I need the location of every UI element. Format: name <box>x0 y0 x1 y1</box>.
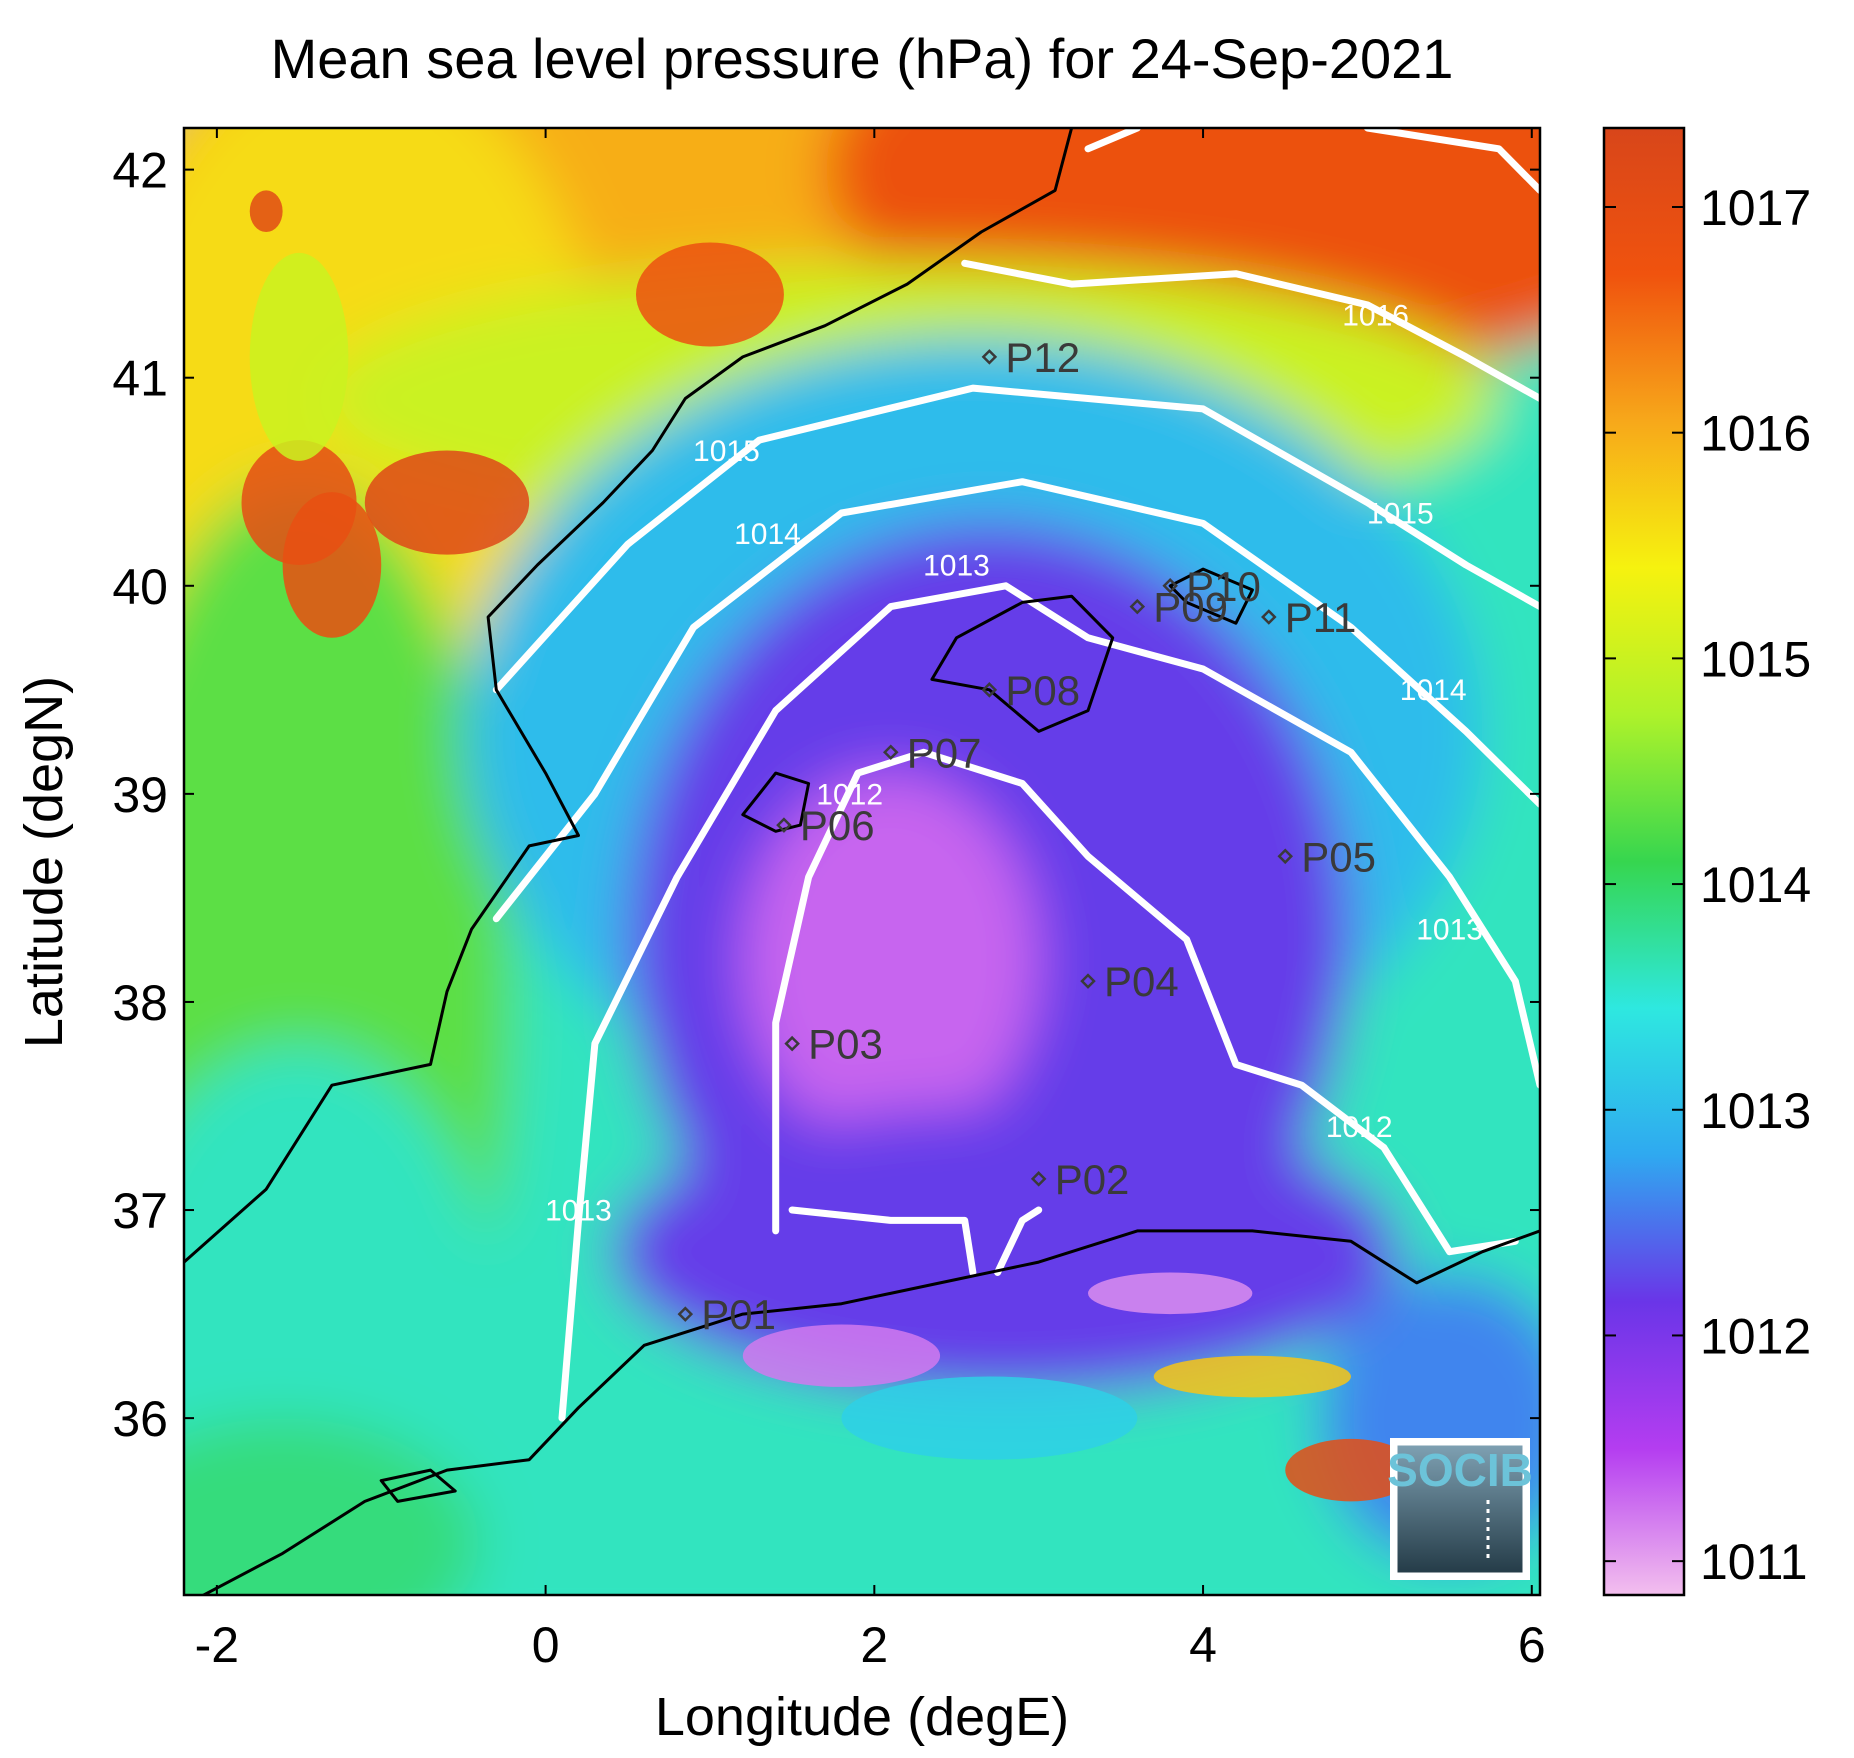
isobar-line <box>961 259 1540 402</box>
colorbar-ticks: 1011 1012 1013 1014 1015 1016 1017 <box>1604 180 1811 1590</box>
y-tick-label: 41 <box>112 351 168 407</box>
map-title: Mean sea level pressure (hPa) for 24-Sep… <box>271 27 1454 90</box>
land-terrain <box>241 190 1417 1502</box>
colorbar-tick-label: 1015 <box>1700 631 1811 687</box>
x-axis-title: Longitude (degE) <box>655 1687 1069 1747</box>
station-marker <box>981 349 998 365</box>
x-tick-label: 2 <box>860 1617 888 1673</box>
colorbar <box>1602 126 1686 1597</box>
station-label: P02 <box>1055 1156 1130 1203</box>
isobar-label: 1013 <box>1416 914 1483 947</box>
colorbar-tick-label: 1011 <box>1700 1534 1808 1590</box>
isobar-label: 1015 <box>693 435 760 468</box>
y-tick-label: 38 <box>112 975 168 1031</box>
station-marker <box>776 817 792 833</box>
coastline-segment <box>379 1468 457 1503</box>
y-tick-label: 39 <box>112 767 168 823</box>
y-tick-label: 40 <box>112 559 168 615</box>
isobar-line <box>1363 128 1540 194</box>
isobar-line <box>558 582 1540 1422</box>
coastline-segment <box>930 594 1115 733</box>
isobar-label: 1013 <box>923 549 990 582</box>
map-panel: 1012 1012 1013 1013 1013 1014 1014 1015 1015 1016… <box>184 128 1540 1595</box>
y-tick-label: 42 <box>112 143 168 199</box>
coastline-segment <box>1168 567 1254 625</box>
x-axis-ticks: -2 0 2 4 6 <box>195 128 1546 1673</box>
x-tick-label: 4 <box>1189 1617 1217 1673</box>
station-label: P11 <box>1285 594 1357 641</box>
station-marker <box>981 682 998 698</box>
isobar-line <box>492 478 1540 923</box>
y-tick-label: 36 <box>112 1391 168 1447</box>
y-tick-label: 37 <box>112 1183 168 1239</box>
station-label: P10 <box>1186 563 1261 610</box>
y-axis-title: Latitude (degN) <box>14 676 74 1048</box>
isobar-label: 1014 <box>1400 674 1467 707</box>
station-marker <box>1261 609 1277 625</box>
isobar-line <box>492 384 1540 694</box>
isobar-label: 1012 <box>816 778 883 811</box>
station-marker <box>677 1306 694 1322</box>
isobar-line <box>994 1206 1043 1276</box>
x-tick-label: 6 <box>1518 1617 1546 1673</box>
colorbar-tick-label: 1013 <box>1700 1083 1811 1139</box>
x-tick-label: 0 <box>532 1617 560 1673</box>
x-tick-label: -2 <box>195 1617 239 1673</box>
socib-logo-text: SOCIB <box>1387 1444 1533 1496</box>
socib-logo: SOCIB <box>1387 1438 1533 1580</box>
isobar-label: 1013 <box>545 1194 612 1227</box>
station-marker <box>784 1035 800 1052</box>
colorbar-tick-label: 1012 <box>1700 1308 1811 1364</box>
coastline <box>184 128 1540 1595</box>
isobar-label: 1015 <box>1367 497 1434 530</box>
station-marker <box>1129 598 1146 615</box>
isobar-line <box>788 1206 977 1276</box>
station-label: P07 <box>907 729 982 776</box>
station-marker <box>882 744 899 761</box>
station-marker <box>1162 578 1178 594</box>
station-label: P06 <box>800 802 875 849</box>
isobar-line <box>1084 128 1141 153</box>
station-marker <box>1277 848 1294 865</box>
station-label: P09 <box>1153 584 1228 631</box>
station-marker <box>1030 1171 1047 1187</box>
station-label: P12 <box>1005 334 1080 381</box>
colorbar-tick-label: 1014 <box>1700 857 1811 913</box>
colorbar-tick-label: 1016 <box>1700 406 1811 462</box>
station-label: P08 <box>1005 667 1080 714</box>
coastline-segment <box>200 1229 1540 1595</box>
isobar-line <box>772 748 1519 1256</box>
isobar-label: 1014 <box>734 518 801 551</box>
isobar-label: 1012 <box>1326 1111 1393 1144</box>
coastline-segment <box>741 771 811 833</box>
coastline-segment <box>184 128 1074 1264</box>
colorbar-tick-label: 1017 <box>1700 180 1811 236</box>
station-label: P04 <box>1104 958 1179 1005</box>
isobar-label: 1016 <box>1342 300 1409 333</box>
station-label: P01 <box>701 1291 776 1338</box>
y-axis-ticks: 36 37 38 39 40 41 42 <box>112 143 1540 1447</box>
station-label: P03 <box>808 1021 883 1068</box>
isobar-contours <box>492 128 1540 1422</box>
map-frame <box>182 126 1542 1597</box>
station-marker <box>1080 973 1096 989</box>
station-label: P05 <box>1301 833 1376 880</box>
pressure-field <box>184 128 1540 1595</box>
isobar-labels: 1012 1012 1013 1013 1013 1014 1014 1015 1015 1016 <box>545 300 1483 1228</box>
